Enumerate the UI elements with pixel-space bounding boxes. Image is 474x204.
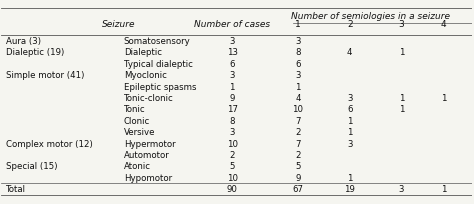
- Text: 1: 1: [347, 116, 353, 125]
- Text: 1: 1: [399, 94, 404, 103]
- Text: 13: 13: [227, 48, 237, 57]
- Text: 17: 17: [227, 105, 237, 114]
- Text: Tonic: Tonic: [124, 105, 146, 114]
- Text: 7: 7: [295, 139, 301, 148]
- Text: 2: 2: [295, 150, 301, 159]
- Text: Typical dialeptic: Typical dialeptic: [124, 60, 192, 69]
- Text: 1: 1: [441, 94, 447, 103]
- Text: Special (15): Special (15): [6, 162, 58, 171]
- Text: 8: 8: [295, 48, 301, 57]
- Text: 1: 1: [295, 20, 301, 29]
- Text: 3: 3: [229, 37, 235, 46]
- Text: 67: 67: [292, 184, 303, 193]
- Text: 19: 19: [344, 184, 355, 193]
- Text: Versive: Versive: [124, 128, 155, 137]
- Text: Number of semiologies in a seizure: Number of semiologies in a seizure: [292, 12, 450, 21]
- Text: 3: 3: [399, 184, 404, 193]
- Text: Clonic: Clonic: [124, 116, 150, 125]
- Text: 6: 6: [229, 60, 235, 69]
- Text: 7: 7: [295, 116, 301, 125]
- Text: 1: 1: [399, 105, 404, 114]
- Text: 3: 3: [295, 37, 301, 46]
- Text: 2: 2: [347, 20, 353, 29]
- Text: 3: 3: [347, 94, 353, 103]
- Text: 5: 5: [229, 162, 235, 171]
- Text: 1: 1: [295, 82, 301, 91]
- Text: 6: 6: [295, 60, 301, 69]
- Text: 1: 1: [347, 128, 353, 137]
- Text: Seizure: Seizure: [102, 20, 136, 29]
- Text: 1: 1: [441, 184, 447, 193]
- Text: Dialeptic (19): Dialeptic (19): [6, 48, 64, 57]
- Text: 3: 3: [295, 71, 301, 80]
- Text: 10: 10: [227, 173, 237, 182]
- Text: 8: 8: [229, 116, 235, 125]
- Text: 10: 10: [292, 105, 303, 114]
- Text: 1: 1: [399, 48, 404, 57]
- Text: 3: 3: [229, 71, 235, 80]
- Text: Total: Total: [6, 184, 26, 193]
- Text: 1: 1: [347, 173, 353, 182]
- Text: Hypomotor: Hypomotor: [124, 173, 172, 182]
- Text: Hypermotor: Hypermotor: [124, 139, 175, 148]
- Text: Simple motor (41): Simple motor (41): [6, 71, 84, 80]
- Text: Automotor: Automotor: [124, 150, 170, 159]
- Text: 1: 1: [229, 82, 235, 91]
- Text: Tonic-clonic: Tonic-clonic: [124, 94, 173, 103]
- Text: Myoclonic: Myoclonic: [124, 71, 167, 80]
- Text: 2: 2: [295, 128, 301, 137]
- Text: 4: 4: [347, 48, 353, 57]
- Text: 2: 2: [229, 150, 235, 159]
- Text: 4: 4: [295, 94, 301, 103]
- Text: Epileptic spasms: Epileptic spasms: [124, 82, 196, 91]
- Text: 9: 9: [295, 173, 301, 182]
- Text: 9: 9: [229, 94, 235, 103]
- Text: 10: 10: [227, 139, 237, 148]
- Text: Aura (3): Aura (3): [6, 37, 41, 46]
- Text: Complex motor (12): Complex motor (12): [6, 139, 93, 148]
- Text: 90: 90: [227, 184, 237, 193]
- Text: 5: 5: [295, 162, 301, 171]
- Text: Atonic: Atonic: [124, 162, 151, 171]
- Text: 3: 3: [347, 139, 353, 148]
- Text: 3: 3: [229, 128, 235, 137]
- Text: 6: 6: [347, 105, 353, 114]
- Text: Number of cases: Number of cases: [194, 20, 270, 29]
- Text: Somatosensory: Somatosensory: [124, 37, 191, 46]
- Text: Dialeptic: Dialeptic: [124, 48, 162, 57]
- Text: 4: 4: [441, 20, 447, 29]
- Text: 3: 3: [399, 20, 404, 29]
